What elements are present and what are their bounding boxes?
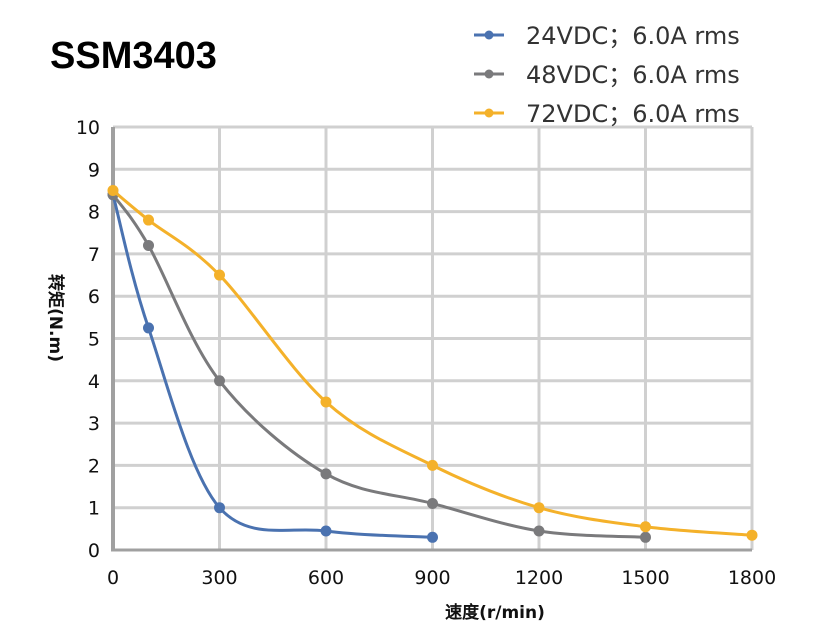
chart-title: SSM3403 <box>50 35 217 77</box>
data-point <box>214 375 225 387</box>
data-point <box>746 529 758 541</box>
y-tick-label: 4 <box>88 371 100 393</box>
legend-marker <box>484 108 494 118</box>
data-point <box>427 459 438 471</box>
y-tick-label: 0 <box>88 540 100 562</box>
y-tick-label: 1 <box>88 498 100 520</box>
legend-marker <box>484 69 494 79</box>
y-axis-label: 转矩(N.m) <box>45 274 66 362</box>
y-tick-label: 8 <box>88 202 100 224</box>
data-point <box>214 502 225 514</box>
data-point <box>214 269 225 281</box>
data-point <box>107 184 119 196</box>
y-tick-label: 9 <box>88 159 100 181</box>
x-tick-label: 1800 <box>728 567 776 589</box>
data-point <box>320 396 332 408</box>
y-tick-label: 5 <box>88 329 100 351</box>
x-tick-label: 900 <box>414 567 450 589</box>
x-axis-label: 速度(r/min) <box>445 602 545 623</box>
legend-label: 48VDC；6.0A rms <box>526 61 740 89</box>
x-tick-label: 1500 <box>621 567 669 589</box>
x-tick-label: 600 <box>308 567 344 589</box>
y-tick-label: 10 <box>76 117 100 139</box>
legend-marker <box>484 30 494 40</box>
data-point <box>533 525 545 537</box>
x-tick-label: 0 <box>107 567 119 589</box>
series-line <box>111 193 646 539</box>
y-tick-label: 2 <box>88 455 100 477</box>
data-point <box>143 322 154 334</box>
y-tick-label: 3 <box>88 413 100 435</box>
legend-label: 72VDC；6.0A rms <box>526 100 740 128</box>
series-line <box>112 189 753 537</box>
series-line <box>111 194 433 539</box>
data-point <box>427 531 438 543</box>
data-point <box>640 521 651 533</box>
x-tick-label: 1200 <box>515 567 563 589</box>
data-point <box>427 497 438 509</box>
y-tick-label: 7 <box>88 244 100 266</box>
x-tick-label: 300 <box>201 567 237 589</box>
legend-label: 24VDC；6.0A rms <box>526 22 740 50</box>
y-tick-label: 6 <box>88 286 100 308</box>
data-point <box>143 239 154 251</box>
data-point <box>320 525 332 537</box>
data-point <box>320 468 332 480</box>
data-point <box>533 502 545 514</box>
data-point <box>640 531 651 543</box>
data-point <box>143 214 154 226</box>
